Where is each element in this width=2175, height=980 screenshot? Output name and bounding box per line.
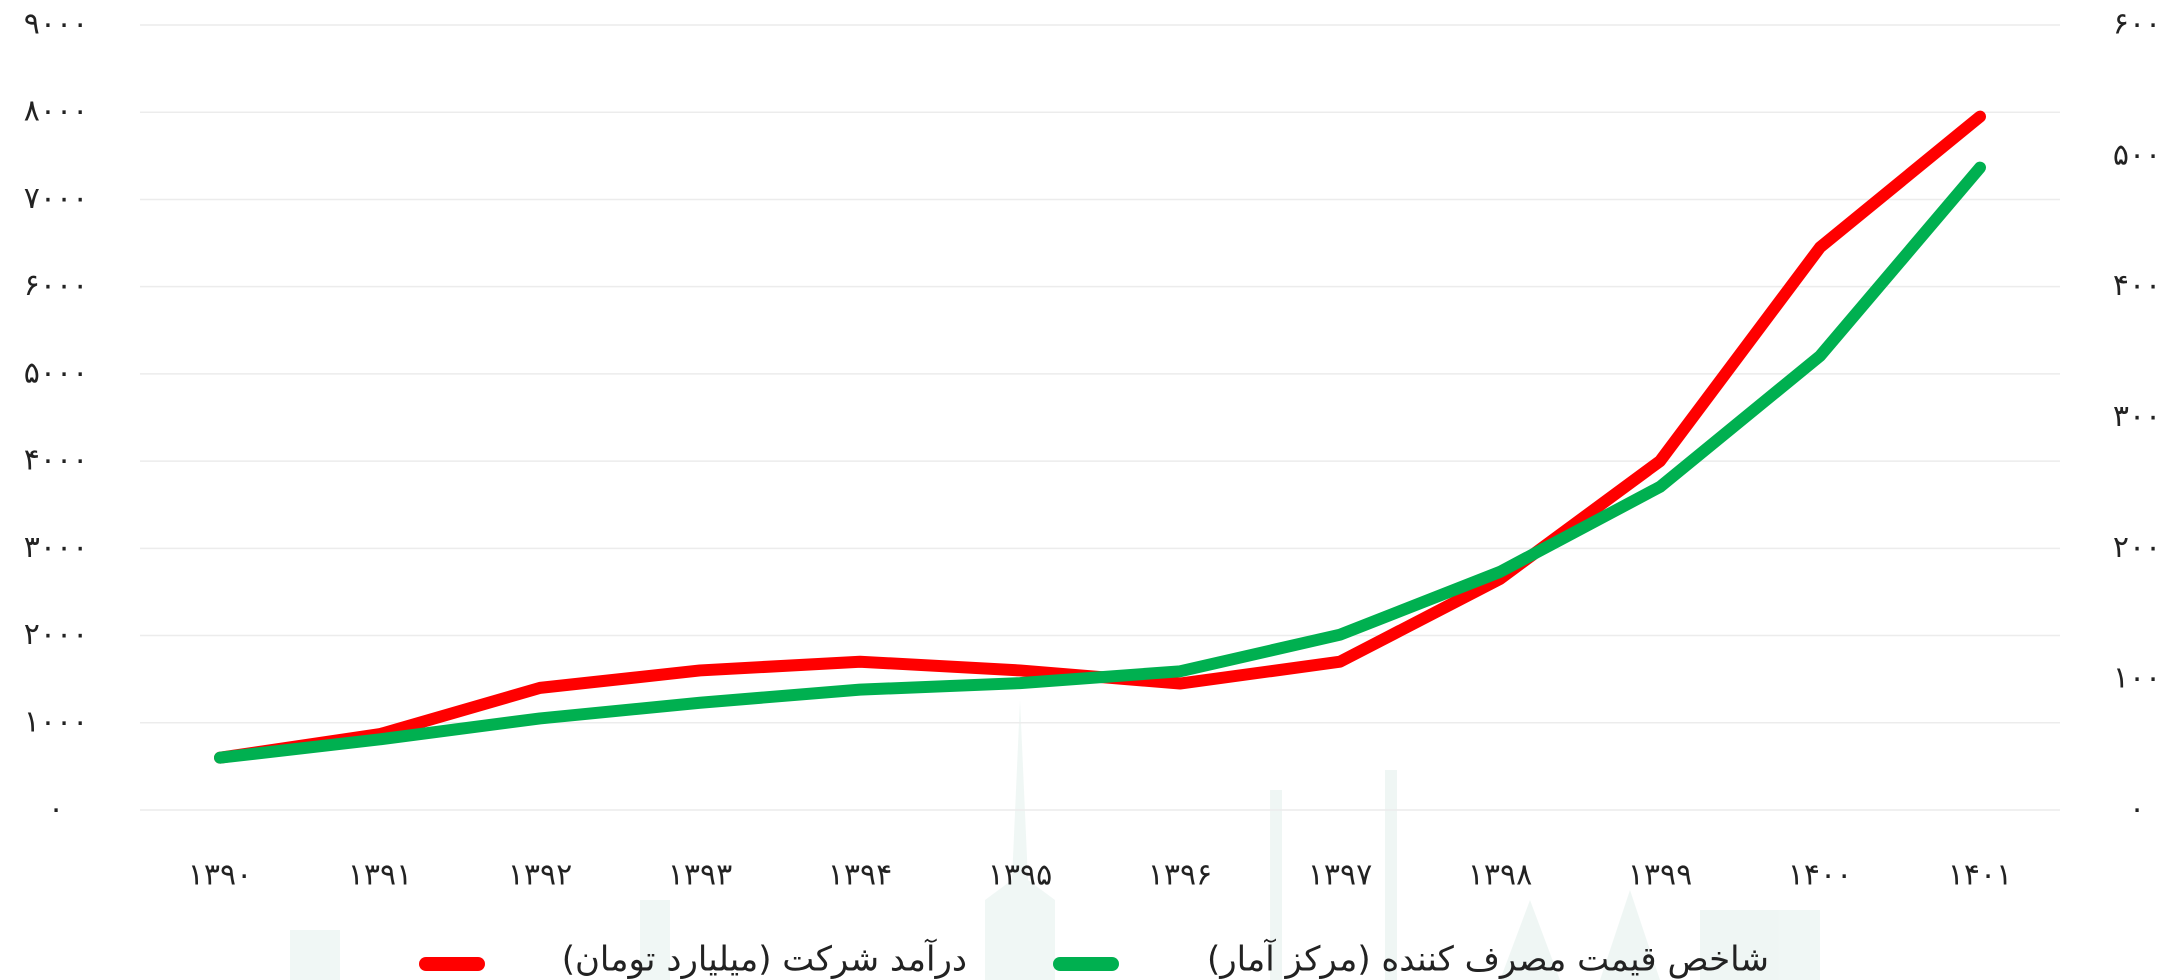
- y-tick-label: ۲۰۰۰: [24, 617, 88, 652]
- x-tick-label: ۱۳۹۶: [1148, 858, 1212, 893]
- x-tick-label: ۱۳۹۹: [1628, 858, 1692, 893]
- legend-label: درآمد شرکت (میلیارد تومان): [562, 939, 967, 980]
- y2-tick-label: ۰: [2129, 792, 2145, 827]
- skyline-decoration: [290, 700, 1820, 980]
- y-tick-label: ۱۰۰۰: [24, 704, 88, 739]
- y-tick-label: ۴۰۰۰: [24, 443, 88, 478]
- x-tick-label: ۱۳۹۵: [988, 858, 1052, 893]
- y2-tick-label: ۶۰۰: [2113, 7, 2161, 42]
- y2-tick-label: ۲۰۰: [2113, 530, 2161, 565]
- legend: درآمد شرکت (میلیارد تومان) شاخص قیمت مصرف…: [426, 939, 1769, 980]
- legend-label: شاخص قیمت مصرف کننده (مرکز آمار): [1207, 939, 1769, 980]
- x-tick-label: ۱۴۰۰: [1788, 858, 1852, 893]
- y-tick-label: ۷۰۰۰: [24, 181, 88, 216]
- x-tick-label: ۱۳۹۴: [828, 858, 892, 893]
- x-tick-label: ۱۳۹۳: [668, 858, 732, 893]
- x-tick-label: ۱۳۹۲: [508, 858, 572, 893]
- y2-tick-label: ۱۰۰: [2113, 661, 2161, 696]
- y2-tick-label: ۴۰۰: [2113, 268, 2161, 303]
- x-tick-label: ۱۳۹۱: [348, 858, 412, 893]
- y2-tick-label: ۵۰۰: [2113, 137, 2161, 172]
- x-tick-label: ۱۳۹۰: [188, 858, 252, 893]
- y2-tick-label: ۳۰۰: [2113, 399, 2161, 434]
- x-tick-label: ۱۳۹۷: [1308, 858, 1372, 893]
- chart: ۰ ۱۰۰۰ ۲۰۰۰ ۳۰۰۰ ۴۰۰۰ ۵۰۰۰ ۶۰۰۰ ۷۰۰۰ ۸۰۰۰ ۹۰۰۰ ۰ ۱۰…: [0, 0, 2175, 980]
- x-tick-label: ۱۴۰۱: [1948, 858, 2012, 893]
- y-tick-label: ۵۰۰۰: [24, 355, 88, 390]
- y-tick-label: ۸۰۰۰: [24, 94, 88, 129]
- series-line: [220, 168, 1980, 758]
- y-tick-label: ۹۰۰۰: [24, 7, 88, 42]
- x-tick-label: ۱۳۹۸: [1468, 858, 1532, 893]
- y-tick-label: ۰: [48, 792, 64, 827]
- y-tick-label: ۶۰۰۰: [24, 268, 88, 303]
- y-tick-label: ۳۰۰۰: [24, 530, 88, 565]
